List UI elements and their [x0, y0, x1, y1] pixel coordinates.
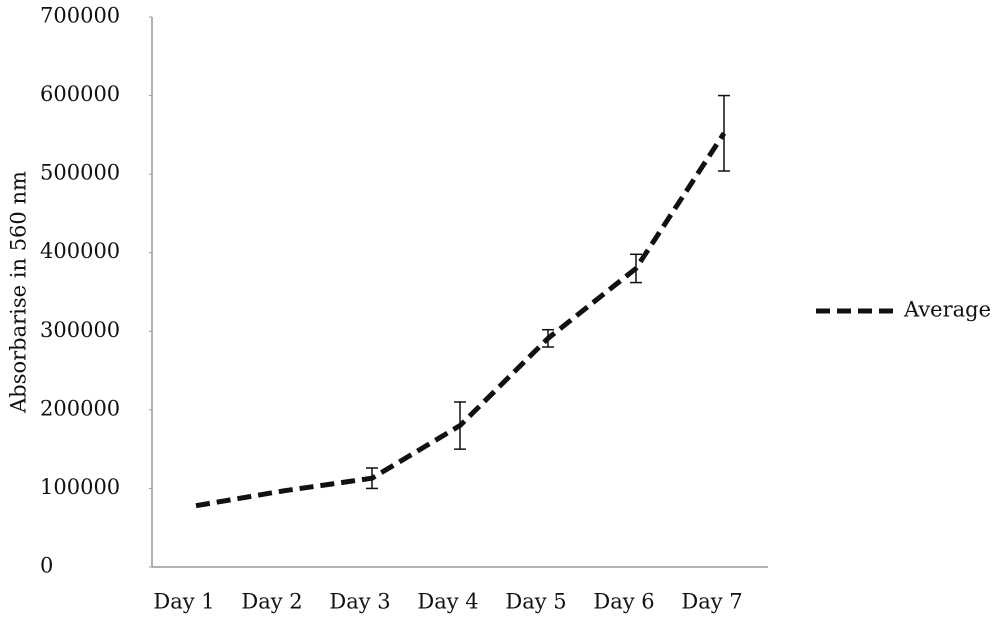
x-tick-label: Day 5	[505, 590, 566, 614]
y-tick-label: 600000	[40, 82, 120, 106]
y-tick-label: 400000	[40, 239, 120, 263]
error-bar	[366, 467, 378, 490]
y-tick-label: 200000	[40, 396, 120, 420]
x-tick-label: Day 1	[153, 590, 214, 614]
x-tick-label: Day 4	[417, 590, 478, 614]
y-tick-label: 0	[40, 554, 53, 578]
y-axis-label: Absorbarise in 560 nm	[7, 171, 31, 414]
x-tick-label: Day 3	[329, 590, 390, 614]
x-tick-label: Day 2	[241, 590, 302, 614]
error-bar	[630, 253, 642, 284]
y-tick-label: 100000	[40, 475, 120, 499]
x-tick-label: Day 7	[681, 590, 742, 614]
error-bar	[454, 401, 466, 450]
error-bar	[542, 328, 554, 348]
legend-label: Average	[903, 298, 991, 322]
x-tick-label: Day 6	[593, 590, 654, 614]
y-tick-label: 700000	[40, 4, 120, 28]
error-bar	[718, 94, 730, 172]
y-tick-label: 500000	[40, 161, 120, 185]
y-tick-label: 300000	[40, 318, 120, 342]
